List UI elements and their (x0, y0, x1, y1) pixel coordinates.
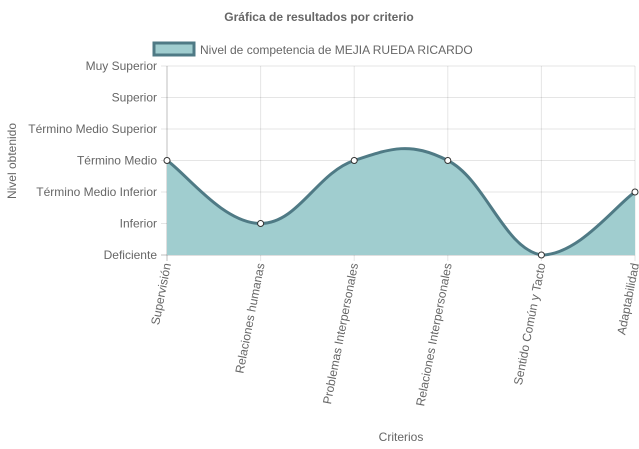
y-axis-ticks: Deficiente Inferior Término Medio Inferior… (28, 59, 157, 262)
legend[interactable]: Nivel de competencia de MEJIA RUEDA RICA… (152, 41, 473, 57)
series-area (166, 147, 636, 257)
series-line (166, 147, 636, 257)
y-tick-label: Deficiente (104, 248, 158, 262)
data-point[interactable] (257, 220, 265, 227)
data-point[interactable] (537, 251, 545, 259)
x-tick-label: Sentido Común y Tacto (511, 262, 548, 387)
legend-label[interactable]: Nivel de competencia de MEJIA RUEDA RICA… (200, 43, 473, 57)
x-axis-title: Criterios (379, 430, 424, 444)
x-axis-ticks: Supervisión Relaciones humanas Problemas I… (148, 262, 639, 408)
y-tick-label: Inferior (120, 217, 157, 231)
y-tick-label: Término Medio Superior (28, 122, 157, 136)
series-area-fill (167, 148, 635, 255)
data-point[interactable] (350, 157, 358, 164)
y-tick-label: Muy Superior (86, 59, 157, 73)
data-points (163, 157, 639, 259)
x-tick-label: Supervisión (148, 262, 174, 326)
y-tick-label: Término Medio (77, 154, 157, 168)
x-tick-label: Relaciones Interpersonales (413, 262, 454, 407)
y-tick-label: Término Medio Inferior (36, 185, 157, 199)
x-tick-label: Relaciones humanas (232, 262, 267, 375)
legend-swatch[interactable] (152, 41, 196, 57)
y-tick-label: Superior (112, 91, 157, 105)
y-axis-title: Nivel obtenido (5, 123, 19, 199)
data-point[interactable] (163, 157, 171, 164)
chart-title: Gráfica de resultados por criterio (224, 10, 413, 24)
data-point[interactable] (444, 157, 452, 164)
x-tick-label: Problemas Interpersonales (320, 262, 361, 405)
data-point[interactable] (631, 188, 639, 196)
x-tick-label: Adaptabilidad (614, 262, 639, 336)
